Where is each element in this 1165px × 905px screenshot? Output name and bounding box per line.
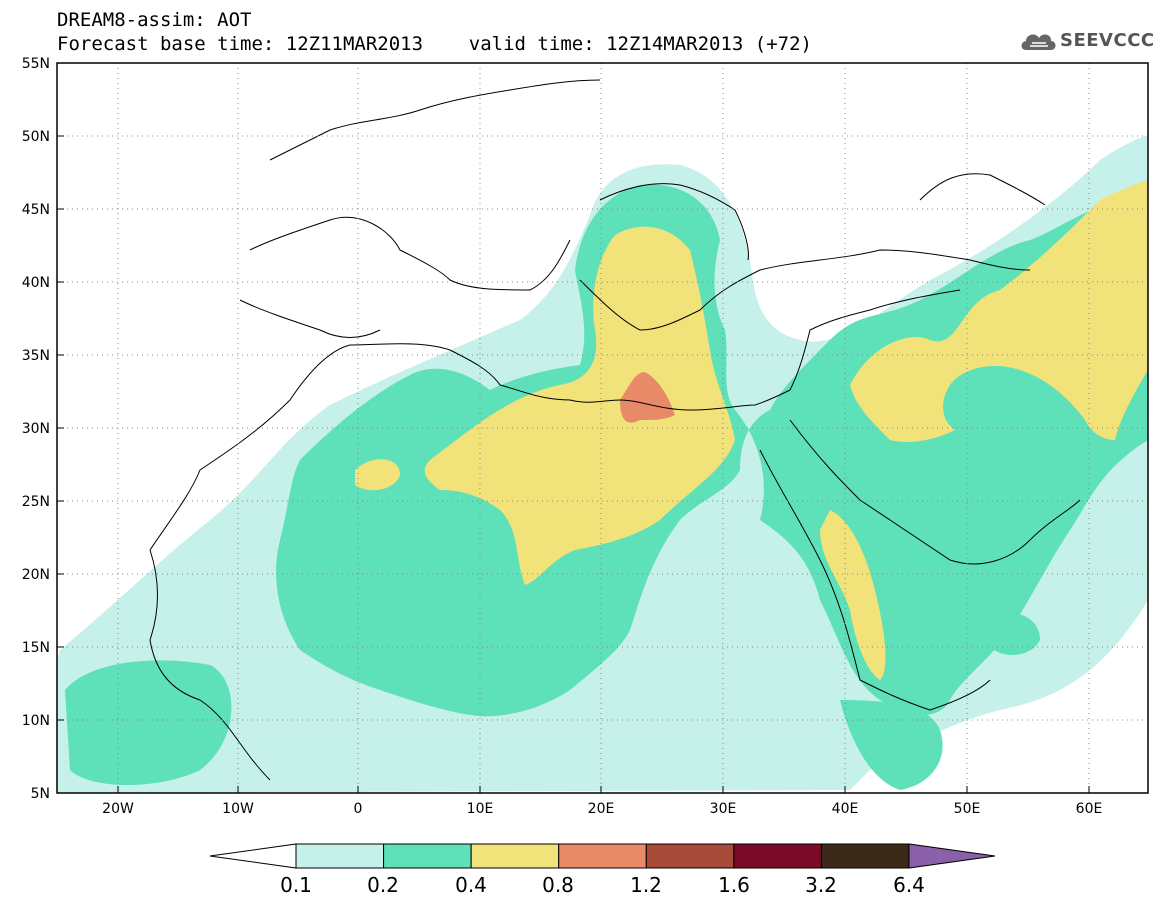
lon-label: 20W — [102, 801, 134, 817]
lat-label: 10N — [22, 713, 50, 729]
longitude-labels: 20W 10W 0 10E 20E 30E 40E 50E 60E — [102, 801, 1102, 817]
lon-label: 20E — [588, 801, 615, 817]
lat-label: 55N — [22, 56, 50, 72]
lon-label: 10W — [222, 801, 254, 817]
colorbar-box — [295, 843, 385, 869]
latitude-labels: 55N 50N 45N 40N 35N 30N 25N 20N 15N 10N … — [22, 56, 50, 802]
lat-label: 35N — [22, 348, 50, 364]
map-title: DREAM8-assim: AOT — [57, 9, 252, 31]
colorbar-label: 3.2 — [805, 873, 837, 897]
colorbar-box — [645, 843, 735, 869]
lon-label: 10E — [467, 801, 494, 817]
cloud-logo-icon — [1021, 34, 1056, 50]
lat-label: 40N — [22, 275, 50, 291]
colorbar: 0.1 0.2 0.4 0.8 1.2 1.6 3.2 6.4 — [209, 843, 996, 897]
lat-label: 20N — [22, 567, 50, 583]
colorbar-boxes — [295, 843, 910, 869]
lon-label: 0 — [354, 801, 363, 817]
lon-label: 60E — [1076, 801, 1103, 817]
lat-label: 5N — [31, 786, 50, 802]
colorbar-label: 0.1 — [280, 873, 312, 897]
lat-lon-grid — [57, 63, 1148, 793]
logo-text: SEEVCCC — [1060, 30, 1155, 51]
lat-label: 30N — [22, 421, 50, 437]
colorbar-box — [383, 843, 472, 869]
lon-label: 50E — [954, 801, 981, 817]
lat-label: 45N — [22, 202, 50, 218]
colorbar-over-arrow — [908, 843, 996, 869]
colorbar-box — [558, 843, 647, 869]
aot-level-0.8-1.2 — [620, 372, 675, 423]
colorbar-label: 1.6 — [718, 873, 750, 897]
lat-label: 15N — [22, 640, 50, 656]
colorbar-label: 0.4 — [455, 873, 487, 897]
aot-level-0.4-0.8 — [355, 180, 1148, 680]
lon-label: 40E — [832, 801, 859, 817]
lat-label: 50N — [22, 129, 50, 145]
forecast-time-subtitle: Forecast base time: 12Z11MAR2013 valid t… — [57, 33, 812, 55]
colorbar-label: 0.2 — [367, 873, 399, 897]
colorbar-box — [733, 843, 822, 869]
colorbar-box — [470, 843, 560, 869]
colorbar-under-arrow — [209, 843, 297, 869]
coastlines — [149, 79, 1081, 781]
aot-field — [57, 135, 1148, 793]
axis-ticks — [57, 135, 1090, 793]
colorbar-label: 6.4 — [893, 873, 925, 897]
colorbar-label: 0.8 — [542, 873, 574, 897]
lon-label: 30E — [710, 801, 737, 817]
lat-label: 25N — [22, 494, 50, 510]
colorbar-box — [820, 843, 910, 869]
colorbar-label: 1.2 — [630, 873, 662, 897]
